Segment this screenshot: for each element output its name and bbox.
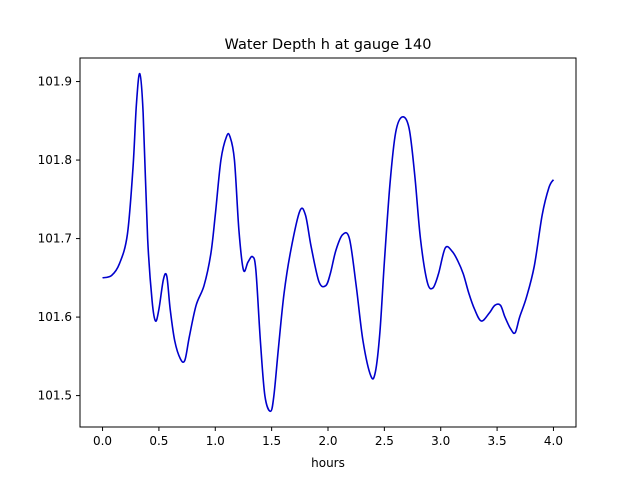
x-tick-label: 0.5 [149, 434, 168, 448]
x-tick-label: 0.0 [93, 434, 112, 448]
y-axis-ticks: 101.5 101.6 101.7 101.8 101.9 [38, 75, 80, 403]
x-axis-label: hours [311, 456, 345, 470]
x-tick-label: 2.0 [318, 434, 337, 448]
x-tick-label: 3.5 [488, 434, 507, 448]
y-tick-label: 101.8 [38, 153, 72, 167]
chart-title: Water Depth h at gauge 140 [225, 37, 432, 53]
x-tick-label: 1.5 [262, 434, 281, 448]
x-tick-label: 2.5 [375, 434, 394, 448]
y-tick-label: 101.7 [38, 232, 72, 246]
x-tick-label: 3.0 [431, 434, 450, 448]
series-line-0 [102, 72, 555, 413]
x-tick-label: 1.0 [206, 434, 225, 448]
y-tick-label: 101.5 [38, 389, 72, 403]
y-tick-label: 101.9 [38, 75, 72, 89]
y-tick-label: 101.6 [38, 310, 72, 324]
x-tick-label: 4.0 [544, 434, 563, 448]
x-axis-ticks: 0.0 0.5 1.0 1.5 2.0 2.5 3.0 3.5 4.0 [93, 427, 563, 448]
